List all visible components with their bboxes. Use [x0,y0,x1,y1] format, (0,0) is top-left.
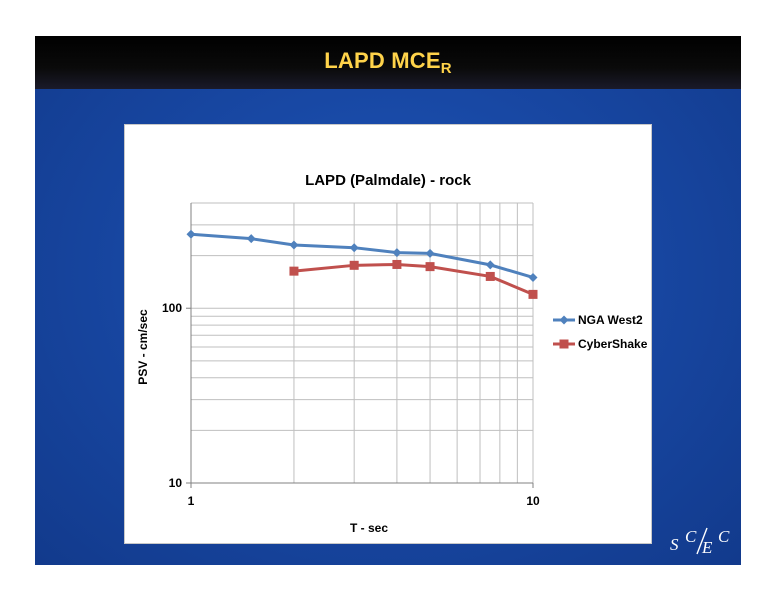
y-axis-label: PSV - cm/sec [136,309,150,385]
data-point-cybershake [349,260,359,270]
svg-text:C: C [685,527,697,546]
data-point-cybershake [425,262,435,272]
data-point-cybershake [289,266,299,276]
title-bar: LAPD MCER [35,36,741,89]
slide-title: LAPD MCER [35,48,741,77]
data-point-nga-west2 [186,229,196,239]
plot-area: 1 10 10 100 [162,202,540,508]
slide-title-subscript: R [440,60,452,77]
legend-label-nga-west2: NGA West2 [578,313,643,327]
chart-area: LAPD (Palmdale) - rock 1 10 10 100 T - sec … [124,124,652,544]
x-axis-label: T - sec [350,521,388,535]
data-point-cybershake [528,289,538,299]
legend: NGA West2 CyberShake [553,313,648,351]
svg-text:C: C [718,527,730,546]
legend-marker-nga-west2 [559,315,569,325]
data-point-cybershake [485,271,495,281]
data-point-nga-west2 [246,234,256,244]
chart-title: LAPD (Palmdale) - rock [305,172,472,189]
y-tick-label: 100 [162,301,182,315]
data-point-nga-west2 [425,248,435,258]
legend-label-cybershake: CyberShake [578,337,648,351]
data-point-nga-west2 [289,240,299,250]
slide-title-main: LAPD MCE [324,48,441,73]
data-point-nga-west2 [392,248,402,258]
data-point-cybershake [392,259,402,269]
data-point-nga-west2 [349,243,359,253]
y-tick-label: 10 [169,476,183,490]
data-point-nga-west2 [485,260,495,270]
slide: LAPD MCER LAPD (Palmdale) - rock 1 10 10 10… [35,36,741,565]
svg-text:S: S [670,535,679,554]
scec-logo: S C E C [670,527,730,557]
svg-text:E: E [701,538,713,557]
data-point-nga-west2 [528,272,538,282]
series-line-cybershake [293,262,534,296]
x-tick-label: 1 [188,494,195,508]
series-line-nga-west2 [190,232,534,279]
legend-marker-cybershake [559,339,569,349]
x-tick-label: 10 [526,494,540,508]
